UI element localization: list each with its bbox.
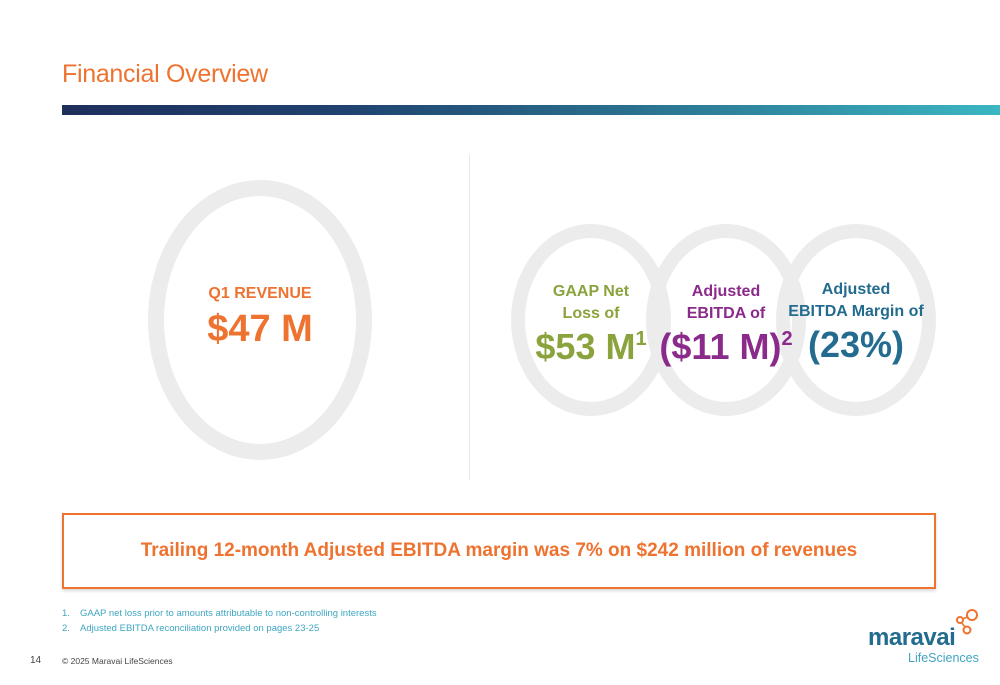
- vertical-divider: [469, 155, 470, 480]
- footnote-number: 1.: [62, 608, 70, 619]
- footnote-text: GAAP net loss prior to amounts attributa…: [80, 608, 377, 619]
- gaap-label-line1: GAAP Net: [552, 283, 630, 300]
- footnotes: 1. GAAP net loss prior to amounts attrib…: [62, 606, 377, 636]
- gaap-net-loss-metric: GAAP Net Loss of $53 M1: [516, 281, 666, 367]
- gaap-value-row: $53 M1: [516, 327, 666, 367]
- ebitda-label-line2: EBITDA of: [686, 305, 766, 322]
- logo-subtitle: LifeSciences: [908, 651, 979, 665]
- footnote-item: 1. GAAP net loss prior to amounts attrib…: [62, 606, 377, 621]
- ebitda-margin-metric: Adjusted EBITDA Margin of (23%): [781, 279, 931, 365]
- margin-value: (23%): [807, 324, 905, 365]
- slide-title: Financial Overview: [62, 60, 268, 88]
- footnote-number: 2.: [62, 623, 70, 634]
- page-number: 14: [30, 655, 42, 666]
- title-gradient-bar: [62, 105, 1000, 115]
- adjusted-ebitda-metric: Adjusted EBITDA of ($11 M)2: [651, 281, 801, 367]
- ebitda-value-row: ($11 M)2: [651, 327, 801, 367]
- callout-text: Trailing 12-month Adjusted EBITDA margin…: [140, 540, 858, 561]
- maravai-logo: maravai LifeSciences: [868, 608, 980, 668]
- trailing-margin-callout: Trailing 12-month Adjusted EBITDA margin…: [62, 513, 936, 589]
- logo-wordmark: maravai: [868, 624, 956, 651]
- margin-label-line1: Adjusted: [821, 281, 891, 298]
- copyright-notice: © 2025 Maravai LifeSciences: [62, 656, 173, 666]
- margin-label-line2: EBITDA Margin of: [788, 303, 924, 320]
- revenue-value: $47 M: [207, 308, 313, 350]
- gaap-label-line2: Loss of: [562, 305, 620, 322]
- ebitda-footnote-ref: 2: [781, 328, 793, 350]
- footnote-text: Adjusted EBITDA reconciliation provided …: [80, 623, 320, 634]
- footnote-item: 2. Adjusted EBITDA reconciliation provid…: [62, 621, 377, 636]
- logo-molecule-icon: [956, 609, 978, 635]
- revenue-metric: Q1 REVENUE $47 M: [160, 283, 360, 349]
- revenue-label: Q1 REVENUE: [208, 285, 312, 302]
- gaap-value: $53 M: [535, 326, 636, 367]
- gaap-footnote-ref: 1: [635, 328, 647, 350]
- ebitda-value: ($11 M): [659, 326, 782, 367]
- ebitda-label-line1: Adjusted: [691, 283, 761, 300]
